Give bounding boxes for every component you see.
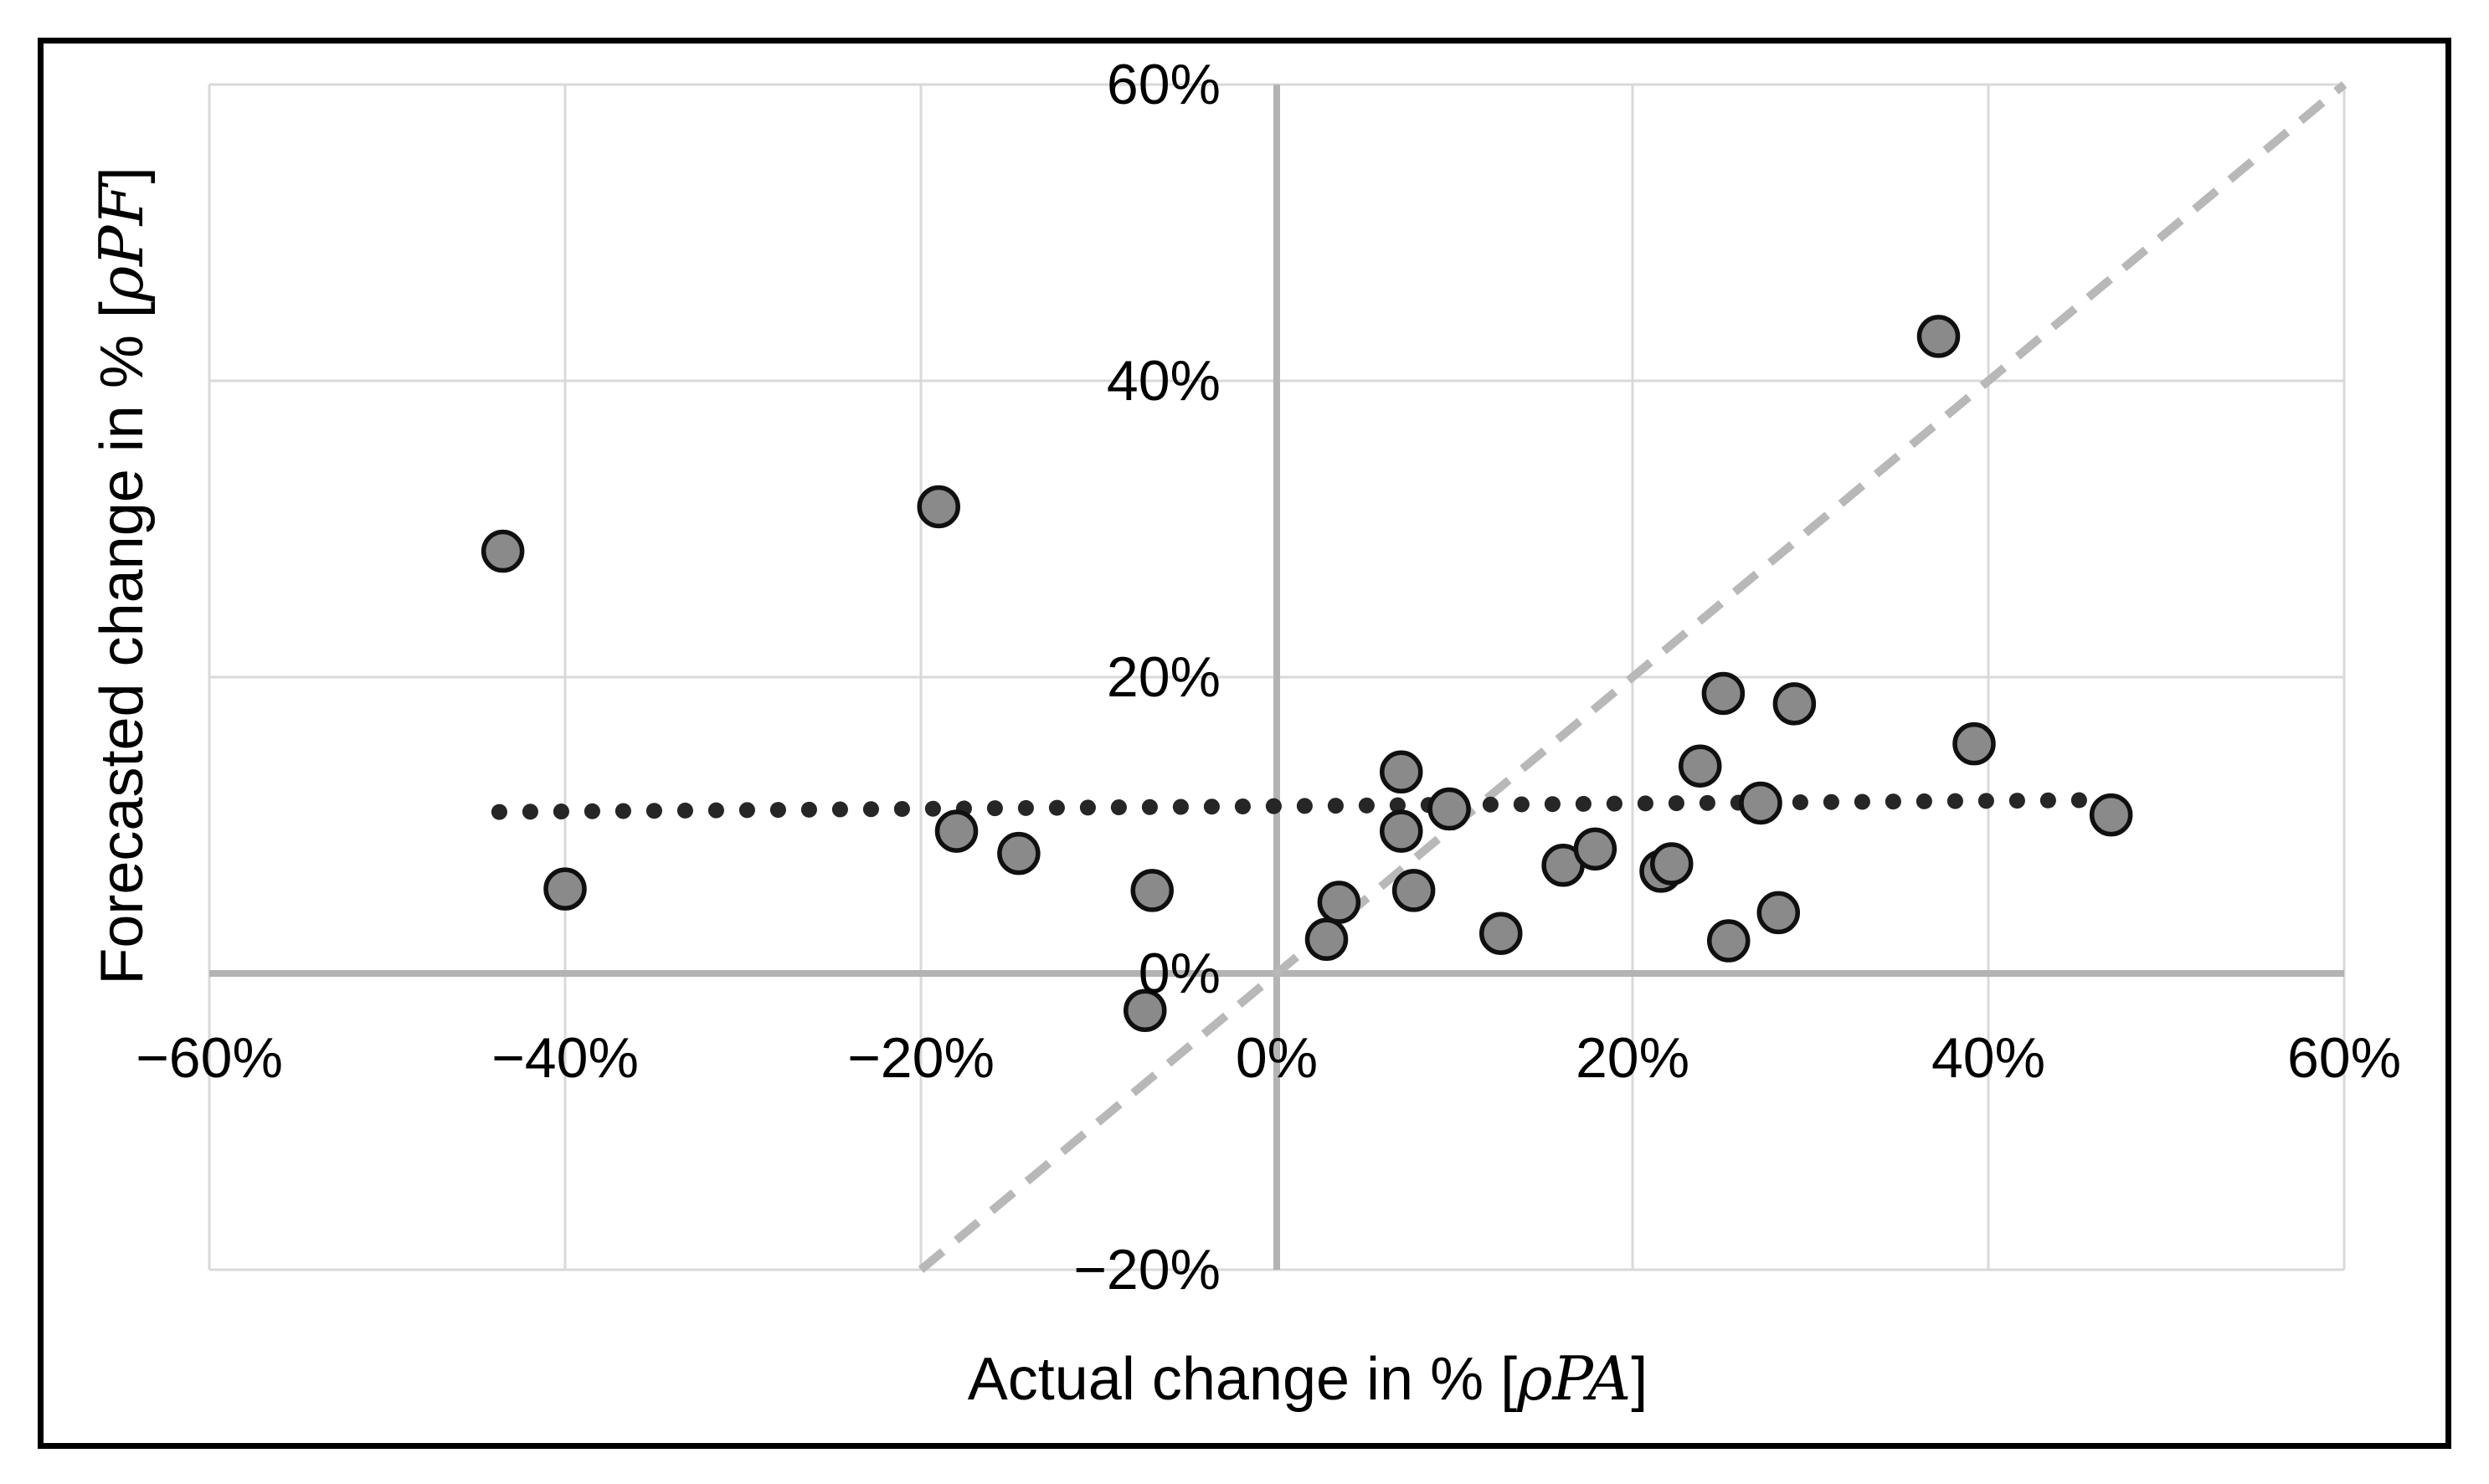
scatter-point (1380, 809, 1423, 853)
y-tick-label: 60% (1107, 53, 1221, 116)
x-tick-label: −40% (491, 1026, 639, 1090)
scatter-point (1317, 881, 1361, 924)
y-tick-label: 0% (1139, 942, 1221, 1005)
scatter-point (1916, 315, 1961, 358)
scatter-point (1479, 911, 1523, 955)
x-axis-title-suffix: ] (1631, 1346, 1648, 1413)
x-axis-title-text: Actual change in % [ (967, 1346, 1518, 1413)
x-axis-title: Actual change in % [ρPA] (638, 1340, 1977, 1417)
y-axis-title-text: Forecasted change in % [ (89, 301, 156, 985)
scatter-point (1130, 869, 1174, 912)
x-tick-label: 60% (2287, 1026, 2401, 1090)
scatter-point (1124, 988, 1167, 1032)
scatter-point (2089, 793, 2133, 837)
scatter-point (1427, 787, 1471, 831)
scatter-point (543, 867, 587, 911)
scatter-point (1380, 750, 1423, 794)
scatter-point (1952, 721, 1996, 766)
scatter-point (481, 529, 525, 573)
y-axis-title: Forecasted change in % [ρPF] (83, 74, 160, 1078)
scatter-point (1701, 671, 1746, 716)
y-tick-label: −20% (1073, 1238, 1221, 1302)
scatter-point (1756, 891, 1800, 935)
x-tick-label: 20% (1576, 1026, 1689, 1090)
scatter-point (1739, 781, 1782, 825)
scatter-point (1304, 917, 1349, 962)
x-tick-label: 0% (1236, 1026, 1318, 1090)
scatter-point (1391, 869, 1436, 912)
y-axis-title-suffix: ] (89, 167, 156, 184)
y-tick-label: 40% (1107, 349, 1221, 413)
y-axis-title-math: ρPF (86, 183, 157, 302)
scatter-point (1772, 682, 1817, 726)
y-tick-label: 20% (1107, 645, 1221, 709)
x-axis-title-math: ρPA (1517, 1343, 1632, 1414)
scatter-point (934, 809, 979, 853)
scatter-point (917, 485, 960, 529)
x-tick-label: −60% (136, 1026, 283, 1090)
x-tick-label: 40% (1931, 1026, 2045, 1090)
scatter-point (1650, 842, 1694, 886)
figure-border (38, 38, 2451, 1449)
identity-dashed-line (918, 81, 2348, 1273)
trend-dotted-line (491, 792, 2100, 820)
scatter-point (1573, 827, 1617, 871)
scatter-point (1679, 744, 1722, 788)
x-tick-label: −20% (847, 1026, 995, 1090)
scatter-point (997, 831, 1041, 876)
scatter-point (1707, 919, 1751, 963)
